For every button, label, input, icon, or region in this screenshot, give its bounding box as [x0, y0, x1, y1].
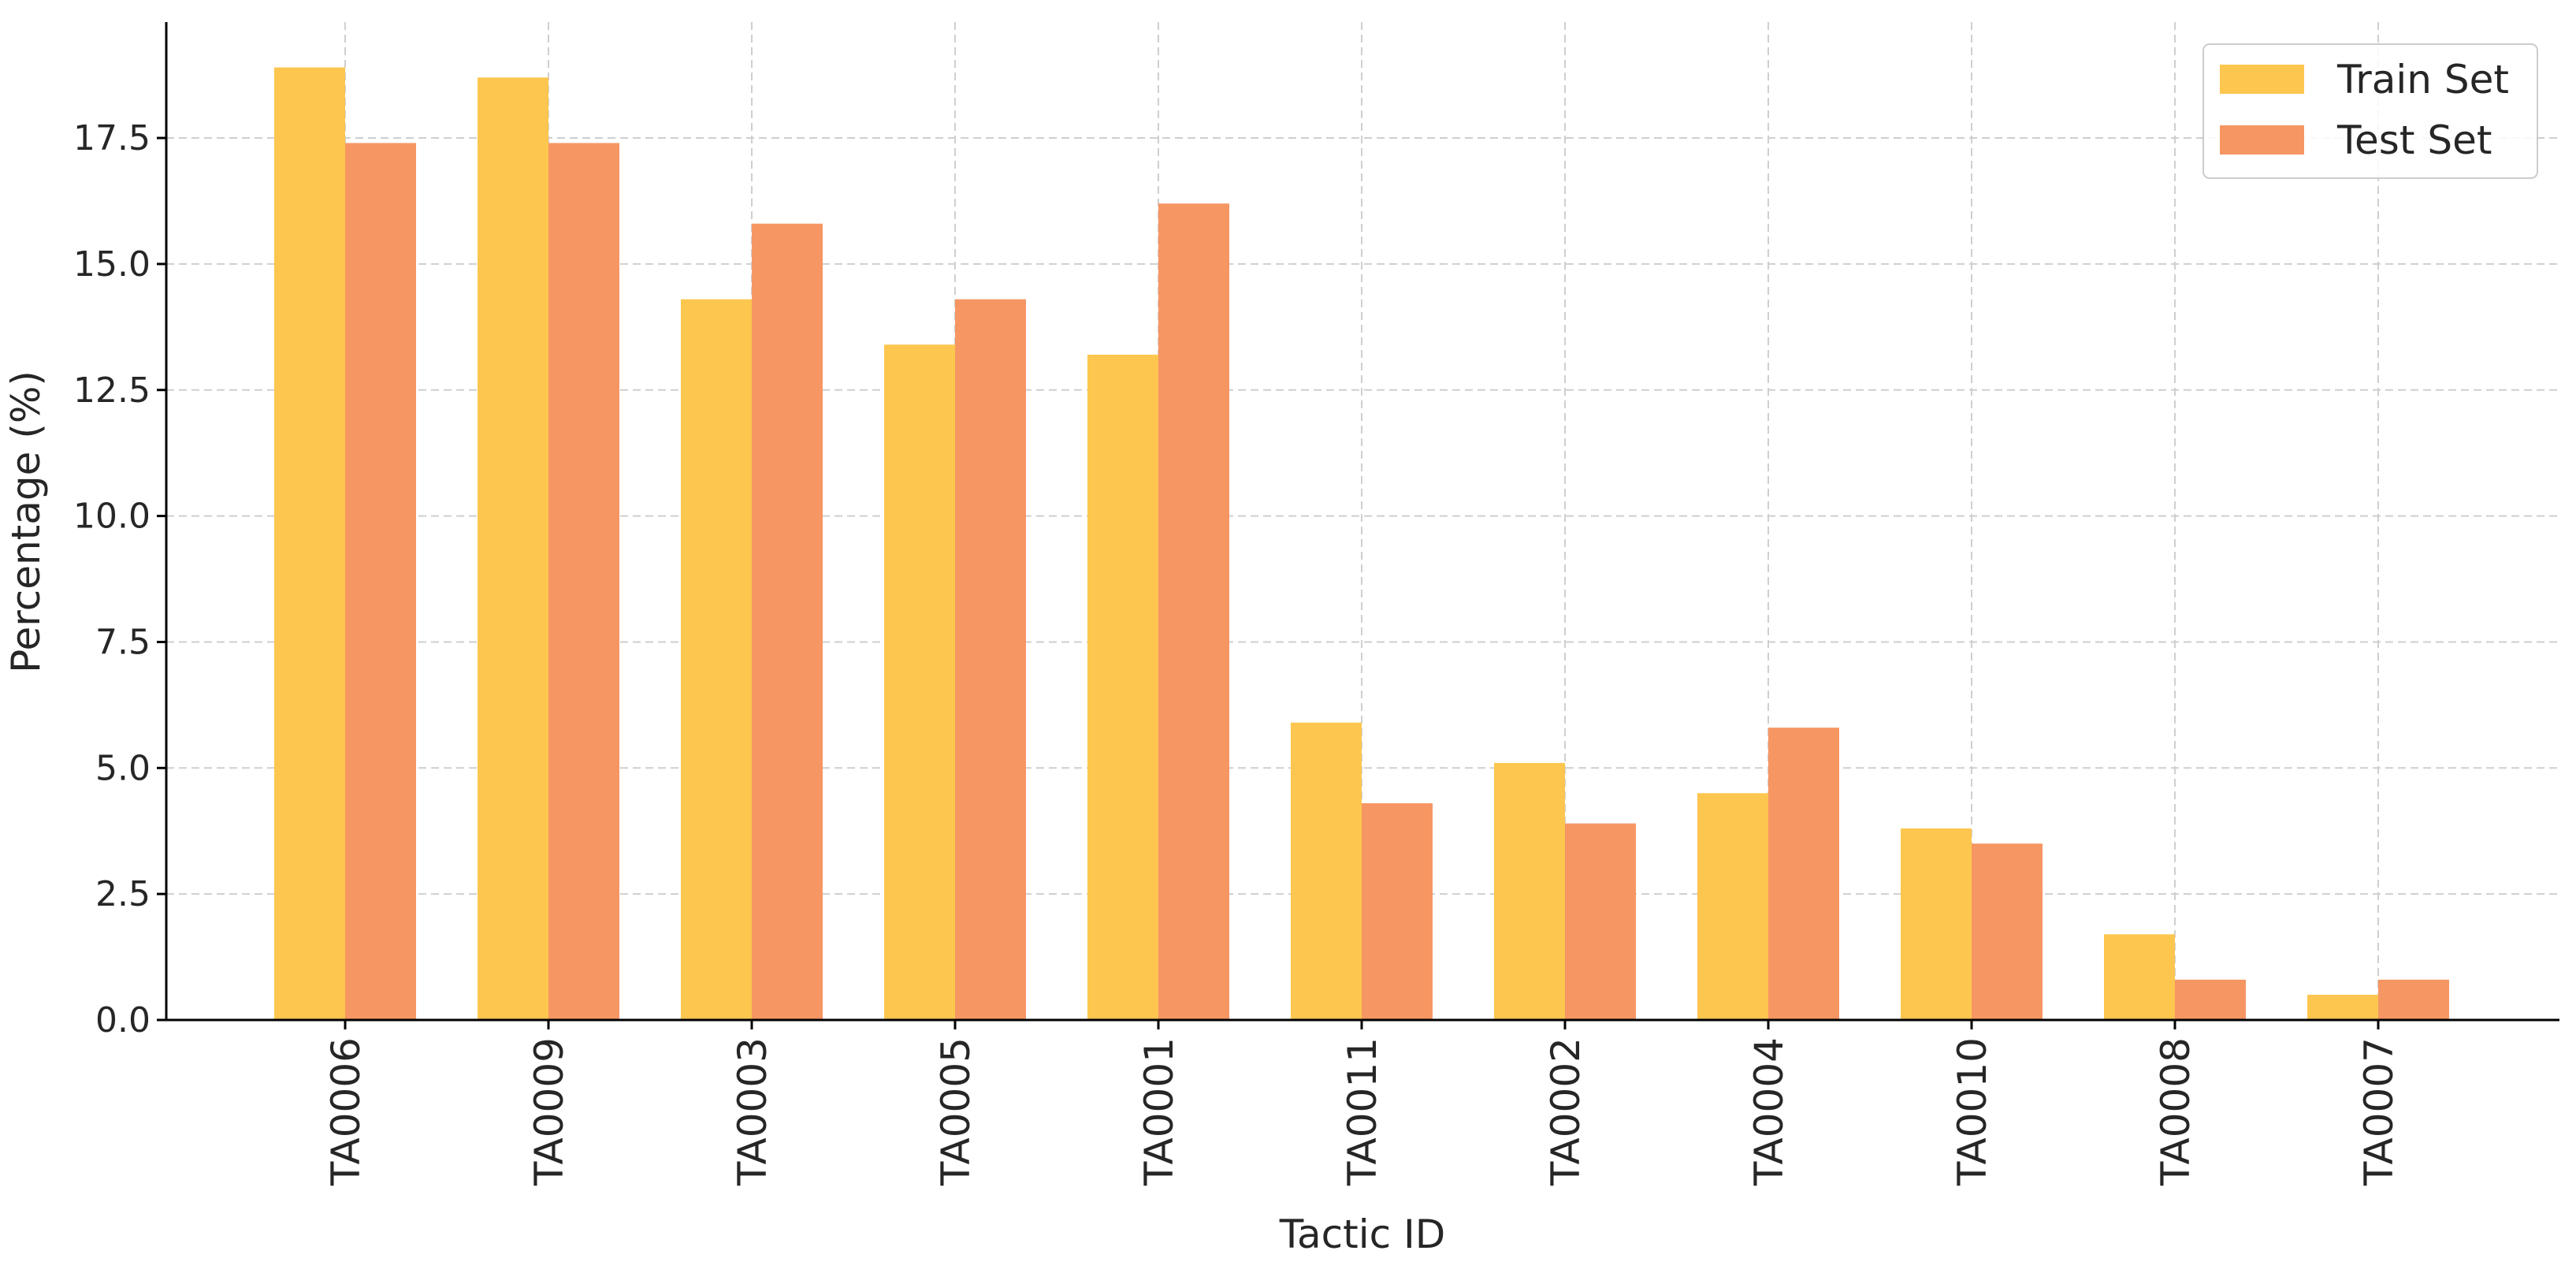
legend-swatch-train [2220, 65, 2304, 94]
x-tick-label: TA0003 [730, 1037, 775, 1186]
y-tick-label: 15.0 [73, 244, 151, 285]
bar-train-TA0008 [2104, 934, 2175, 1020]
bar-test-TA0009 [548, 143, 619, 1020]
x-tick-label: TA0002 [1543, 1037, 1589, 1186]
y-tick-label: 12.5 [73, 370, 151, 411]
x-tick-label: TA0001 [1136, 1037, 1182, 1186]
x-tick-label: TA0008 [2153, 1037, 2199, 1186]
bar-test-TA0002 [1565, 823, 1636, 1020]
bar-train-TA0001 [1087, 355, 1158, 1020]
y-tick-label: 2.5 [95, 874, 151, 914]
bar-test-TA0006 [345, 143, 416, 1020]
y-tick-label: 10.0 [73, 497, 151, 537]
x-axis-ticks: TA0006 TA0009 TA0003 TA0005 TA0001 TA0011 TA00… [323, 1020, 2402, 1186]
x-tick-label: TA0011 [1340, 1037, 1385, 1186]
bar-test-TA0007 [2378, 979, 2449, 1020]
bar-train-TA0010 [1901, 828, 1972, 1020]
bar-train-TA0004 [1697, 793, 1768, 1020]
legend: Train Set Test Set [2202, 43, 2538, 179]
y-tick-label: 5.0 [95, 748, 151, 788]
bar-train-TA0007 [2307, 995, 2378, 1020]
bar-test-TA0010 [1972, 843, 2043, 1020]
x-tick-label: TA0005 [933, 1037, 979, 1186]
bars [274, 67, 2449, 1021]
x-axis-label: Tactic ID [1279, 1212, 1446, 1257]
bar-test-TA0004 [1768, 728, 1839, 1020]
bar-train-TA0002 [1494, 762, 1565, 1020]
x-tick-label: TA0007 [2356, 1037, 2402, 1186]
bar-train-TA0006 [274, 67, 345, 1021]
y-axis-ticks: 0.0 2.5 5.0 7.5 10.0 12.5 15.0 17.5 [73, 118, 166, 1040]
x-tick-label: TA0006 [323, 1037, 369, 1186]
bar-test-TA0008 [2175, 979, 2246, 1020]
bar-test-TA0005 [955, 299, 1026, 1021]
bar-test-TA0011 [1362, 803, 1433, 1020]
bar-test-TA0003 [752, 223, 823, 1020]
y-tick-label: 0.0 [95, 1000, 151, 1040]
x-tick-label: TA0009 [526, 1037, 572, 1186]
bar-train-TA0003 [681, 299, 752, 1021]
bar-test-TA0001 [1158, 203, 1229, 1020]
legend-label-train: Train Set [2336, 57, 2509, 102]
y-tick-label: 17.5 [73, 118, 151, 158]
x-tick-label: TA0004 [1746, 1037, 1792, 1186]
bar-train-TA0011 [1291, 722, 1362, 1020]
bar-train-TA0005 [884, 344, 955, 1020]
y-axis-label: Percentage (%) [3, 370, 49, 673]
bar-train-TA0009 [478, 77, 548, 1020]
y-tick-label: 7.5 [95, 622, 151, 662]
legend-swatch-test [2220, 125, 2304, 154]
x-tick-label: TA0010 [1950, 1037, 1995, 1186]
legend-label-test: Test Set [2336, 117, 2492, 163]
